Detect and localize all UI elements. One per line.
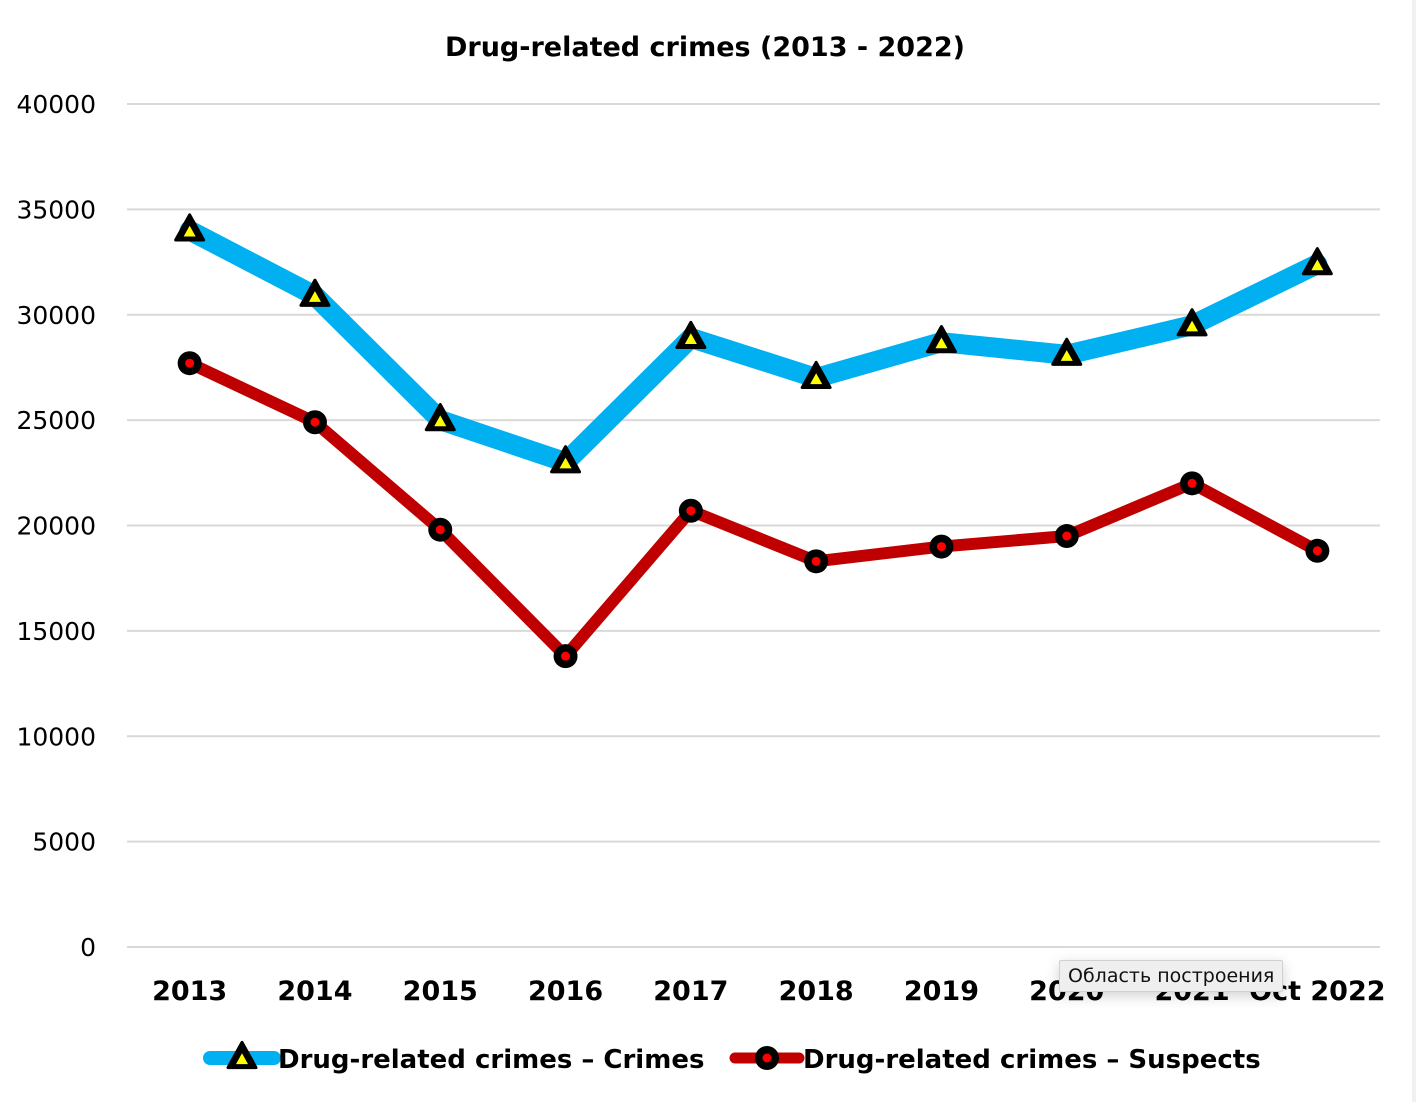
y-tick-label: 0 (80, 933, 96, 962)
data-point-marker-fill (310, 417, 320, 427)
plot-area-tooltip: Область построения (1059, 960, 1284, 992)
x-tick-label: 2019 (904, 976, 979, 1007)
series-crimes (174, 213, 1333, 474)
legend-marker-fill (236, 1053, 248, 1065)
series-line (183, 357, 1324, 663)
y-tick-label: 5000 (32, 828, 96, 857)
legend-marker-fill (762, 1053, 772, 1063)
x-tick-label: 2013 (152, 976, 227, 1007)
y-tick-label: 10000 (16, 722, 96, 751)
x-axis-ticks: 201320142015201620172018201920202021Oct … (152, 976, 1385, 1007)
y-tick-label: 30000 (16, 301, 96, 330)
data-point-marker-fill (183, 225, 196, 237)
data-point-marker-fill (435, 525, 445, 535)
gridlines (127, 103, 1380, 948)
x-tick-label: 2016 (528, 976, 603, 1007)
series-suspects (177, 351, 1330, 669)
y-tick-label: 40000 (16, 90, 96, 119)
series-line (179, 220, 1328, 473)
data-point-marker-fill (185, 358, 195, 368)
data-point-marker-fill (1187, 478, 1197, 488)
data-point-marker-fill (936, 542, 946, 552)
x-tick-label: 2015 (403, 976, 478, 1007)
y-tick-label: 35000 (16, 195, 96, 224)
legend-label: Drug-related crimes – Suspects (803, 1045, 1261, 1075)
window-edge (1412, 0, 1416, 1102)
chart-title: Drug-related crimes (2013 - 2022) (445, 32, 965, 63)
data-point-marker-fill (308, 291, 321, 302)
data-point-marker-fill (1186, 320, 1199, 332)
data-point-marker-fill (1060, 350, 1073, 361)
data-point-marker-fill (935, 337, 948, 349)
y-axis-ticks: 0 5000 10000 15000 20000 25000 30000 35000 40000 (16, 90, 96, 962)
y-tick-label: 15000 (16, 617, 96, 646)
data-point-marker-fill (1311, 259, 1324, 271)
data-point-marker-fill (684, 333, 697, 345)
x-tick-label: 2018 (779, 976, 854, 1007)
data-point-marker-fill (1312, 546, 1322, 556)
x-tick-label: 2014 (277, 976, 352, 1007)
data-point-marker-fill (559, 457, 572, 469)
data-point-marker-fill (811, 556, 821, 566)
data-point-marker-fill (1062, 531, 1072, 541)
plot-area[interactable] (174, 213, 1333, 669)
legend-label: Drug-related crimes – Crimes (278, 1045, 704, 1075)
legend: Drug-related crimes – Crimes Drug-related… (203, 1040, 1261, 1075)
y-tick-label: 20000 (16, 512, 96, 541)
legend-item: Drug-related crimes – Suspects (729, 1045, 1261, 1075)
y-tick-label: 25000 (16, 406, 96, 435)
data-point-marker-fill (561, 651, 571, 661)
x-tick-label: 2017 (653, 976, 728, 1007)
data-point-marker-fill (434, 415, 447, 427)
legend-item: Drug-related crimes – Crimes (203, 1040, 704, 1075)
data-point-marker-fill (810, 373, 823, 385)
data-point-marker-fill (686, 506, 696, 516)
